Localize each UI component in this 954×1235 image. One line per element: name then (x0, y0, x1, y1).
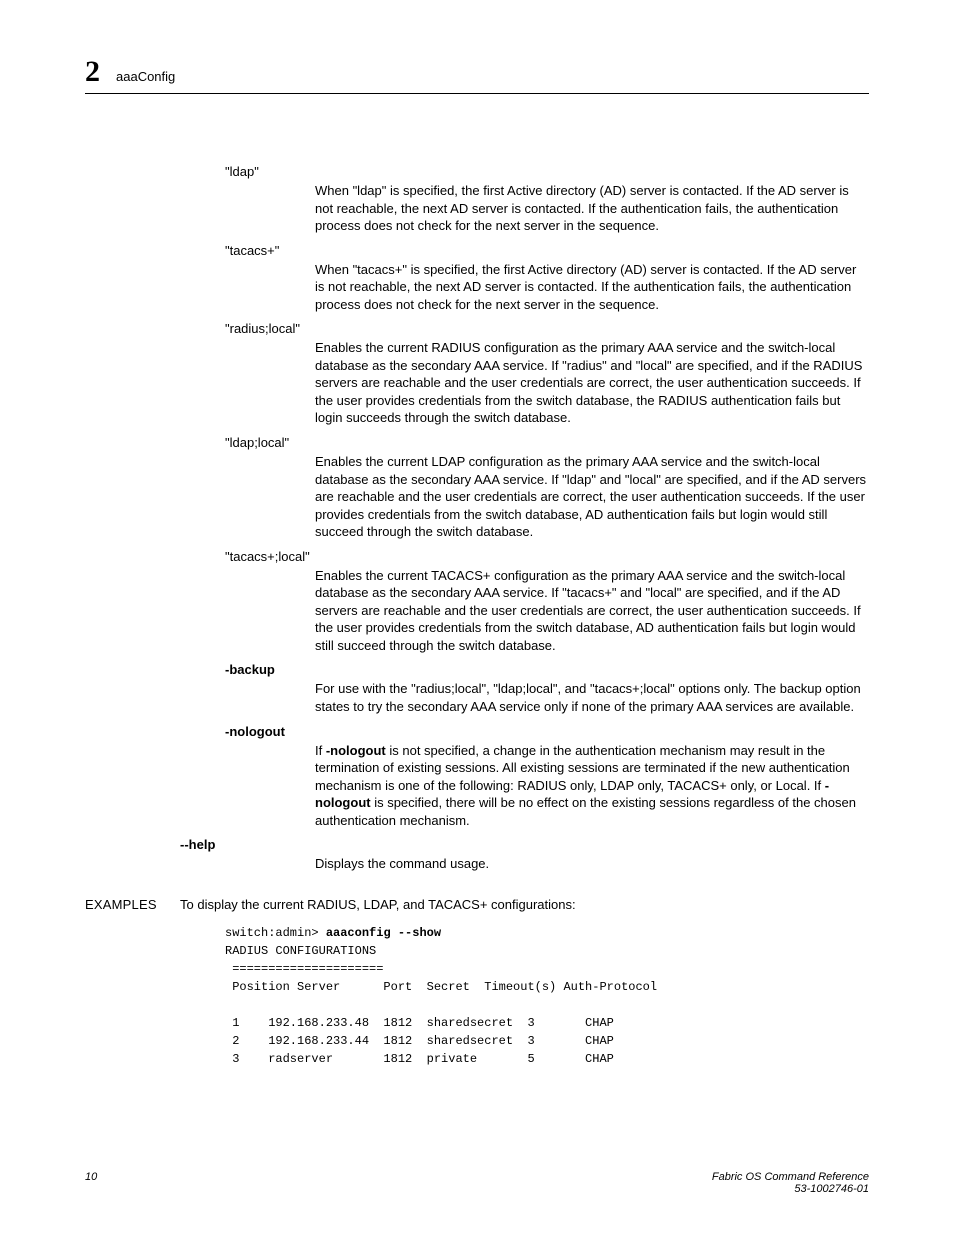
definition-entry: -backup For use with the "radius;local",… (85, 662, 869, 715)
desc-ldap: When "ldap" is specified, the first Acti… (315, 164, 869, 235)
chapter-number: 2 (85, 55, 100, 89)
doc-id: 53-1002746-01 (712, 1183, 869, 1195)
code-line: 2 192.168.233.44 1812 sharedsecret 3 CHA… (225, 1034, 614, 1048)
code-line: RADIUS CONFIGURATIONS (225, 944, 376, 958)
desc-backup: For use with the "radius;local", "ldap;l… (315, 662, 869, 715)
code-line: 1 192.168.233.48 1812 sharedsecret 3 CHA… (225, 1016, 614, 1030)
chapter-title: aaaConfig (116, 69, 175, 84)
desc-ldap-local: Enables the current LDAP configuration a… (315, 435, 869, 541)
term-radius-local: "radius;local" (85, 321, 315, 427)
page-footer: 10 Fabric OS Command Reference 53-100274… (85, 1171, 869, 1195)
code-line: ===================== (225, 962, 383, 976)
code-line: Position Server Port Secret Timeout(s) A… (225, 980, 657, 994)
desc-nologout: If -nologout is not specified, a change … (315, 724, 869, 830)
examples-intro: To display the current RADIUS, LDAP, and… (180, 897, 869, 912)
doc-title: Fabric OS Command Reference (712, 1171, 869, 1183)
term-help: --help (85, 837, 315, 873)
definition-entry: "ldap;local" Enables the current LDAP co… (85, 435, 869, 541)
term-nologout: -nologout (85, 724, 315, 830)
code-block: switch:admin> aaaconfig --show RADIUS CO… (225, 924, 869, 1068)
definition-list: "ldap" When "ldap" is specified, the fir… (85, 164, 869, 873)
code-command: aaaconfig --show (326, 926, 441, 940)
examples-section: EXAMPLES To display the current RADIUS, … (85, 897, 869, 912)
definition-entry: -nologout If -nologout is not specified,… (85, 724, 869, 830)
term-ldap-local: "ldap;local" (85, 435, 315, 541)
examples-label: EXAMPLES (85, 897, 180, 912)
term-tacacs-local: "tacacs+;local" (85, 549, 315, 655)
term-backup: -backup (85, 662, 315, 715)
code-prompt: switch:admin> (225, 926, 326, 940)
footer-doc-info: Fabric OS Command Reference 53-1002746-0… (712, 1171, 869, 1195)
definition-entry: --help Displays the command usage. (85, 837, 869, 873)
desc-tacacs: When "tacacs+" is specified, the first A… (315, 243, 869, 314)
term-ldap: "ldap" (85, 164, 315, 235)
page-header: 2 aaaConfig (85, 55, 869, 94)
definition-entry: "tacacs+" When "tacacs+" is specified, t… (85, 243, 869, 314)
desc-help: Displays the command usage. (315, 837, 869, 873)
desc-tacacs-local: Enables the current TACACS+ configuratio… (315, 549, 869, 655)
page-number: 10 (85, 1171, 97, 1195)
definition-entry: "radius;local" Enables the current RADIU… (85, 321, 869, 427)
term-tacacs: "tacacs+" (85, 243, 315, 314)
definition-entry: "tacacs+;local" Enables the current TACA… (85, 549, 869, 655)
definition-entry: "ldap" When "ldap" is specified, the fir… (85, 164, 869, 235)
code-line: 3 radserver 1812 private 5 CHAP (225, 1052, 614, 1066)
desc-radius-local: Enables the current RADIUS configuration… (315, 321, 869, 427)
